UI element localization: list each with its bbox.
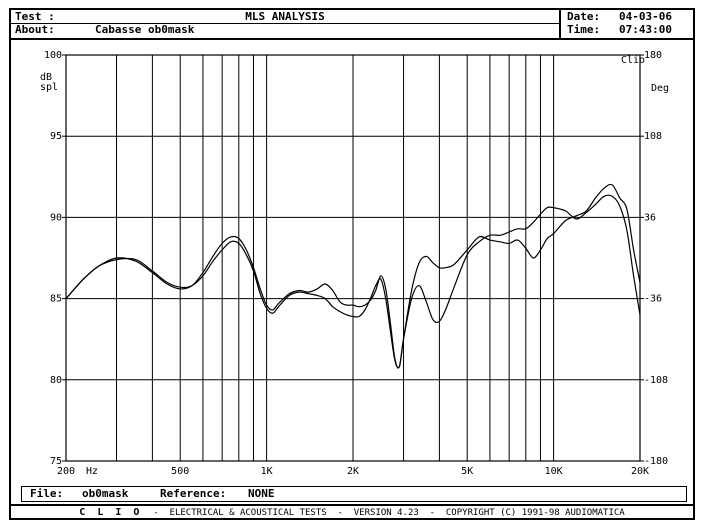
brand-label: C L I O <box>79 507 143 518</box>
ylabel-spl: spl <box>40 82 58 93</box>
about-value: Cabasse ob0mask <box>95 23 195 36</box>
chart-labels: 100 95 90 85 80 75 180 108 36 -36 -108 -180 200 500 1K… <box>44 50 668 477</box>
y2label-deg: Deg <box>651 83 669 94</box>
ylabel-db: dB <box>40 72 52 83</box>
x-tick-label: 20K <box>631 466 649 477</box>
x-tick-label: 2K <box>347 466 359 477</box>
y2-tick-label: -108 <box>644 375 668 386</box>
time-label: Time: <box>567 23 601 36</box>
status-bar: C L I O - ELECTRICAL & ACOUSTICAL TESTS … <box>11 504 693 520</box>
footer-version: VERSION 4.23 <box>353 508 419 518</box>
x-tick-label: 200 <box>57 466 75 477</box>
date-value: 04-03-06 <box>619 10 672 23</box>
date-label: Date: <box>567 10 601 23</box>
window-frame: Test : MLS ANALYSIS About: Cabasse ob0ma… <box>9 8 695 520</box>
y-tick-label: 80 <box>50 375 62 386</box>
y-tick-label: 85 <box>50 294 62 305</box>
x-tick-label: 1K <box>261 466 273 477</box>
y-tick-label: 100 <box>44 50 62 61</box>
footer-description: ELECTRICAL & ACOUSTICAL TESTS <box>169 508 327 518</box>
x-tick-label: 500 <box>171 466 189 477</box>
y2-tick-label: -180 <box>644 456 668 467</box>
reference-value: NONE <box>248 487 275 500</box>
y-tick-label: 95 <box>50 131 62 142</box>
analysis-title: MLS ANALYSIS <box>245 10 325 23</box>
y2-tick-label: 180 <box>644 50 662 61</box>
x-tick-label: 5K <box>461 466 473 477</box>
x-unit-label: Hz <box>86 466 98 477</box>
y-tick-label: 90 <box>50 212 62 223</box>
corner-label: Clio <box>621 55 645 66</box>
file-label: File: <box>30 487 64 500</box>
footer-copyright: COPYRIGHT (C) 1991-98 AUDIOMATICA <box>445 508 625 518</box>
reference-label: Reference: <box>160 487 227 500</box>
header-divider <box>559 10 561 38</box>
file-value: ob0mask <box>82 487 129 500</box>
y2-tick-label: 108 <box>644 131 662 142</box>
chart-curves <box>65 183 641 369</box>
y2-tick-label: 36 <box>644 212 656 223</box>
header-row-divider <box>11 23 559 24</box>
time-value: 07:43:00 <box>619 23 672 36</box>
file-info-box: File: ob0mask Reference: NONE <box>21 486 687 502</box>
about-label: About: <box>15 23 55 36</box>
response-curve-1 <box>65 183 641 369</box>
y2-tick-label: -36 <box>644 294 662 305</box>
plot-border <box>65 54 641 462</box>
test-label: Test : <box>15 10 55 23</box>
x-tick-label: 10K <box>545 466 563 477</box>
y-tick-label: 75 <box>50 456 62 467</box>
header-bar: Test : MLS ANALYSIS About: Cabasse ob0ma… <box>11 10 693 40</box>
chart-grid <box>66 55 640 461</box>
response-curve-2 <box>65 194 641 369</box>
